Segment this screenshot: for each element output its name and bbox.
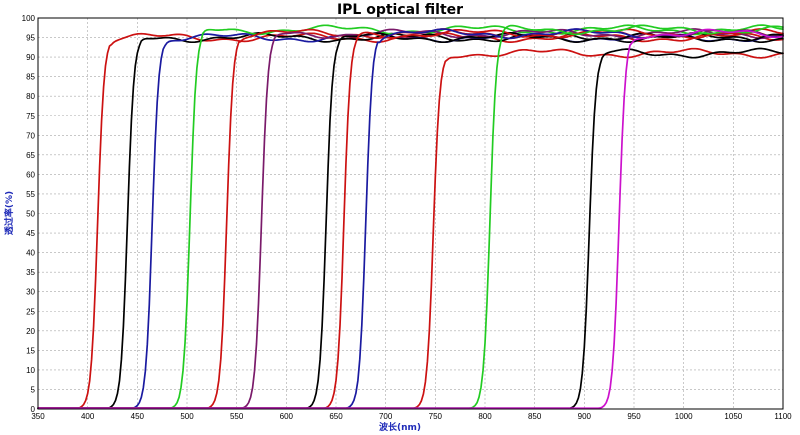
y-tick-label: 100	[22, 14, 36, 23]
x-axis-label: 波长(nm)	[379, 421, 421, 433]
grid	[37, 17, 784, 410]
series-line	[37, 24, 784, 410]
x-tick-label: 400	[81, 412, 95, 421]
series-line	[37, 28, 784, 410]
y-tick-label: 90	[26, 53, 35, 62]
y-tick-label: 60	[26, 170, 35, 179]
series-line	[37, 32, 784, 410]
y-tick-label: 55	[26, 190, 35, 199]
y-tick-label: 5	[31, 385, 36, 394]
y-axis-label: 透过率(%)	[3, 191, 15, 235]
y-tick-label: 80	[26, 92, 35, 101]
y-tick-label: 25	[26, 307, 35, 316]
y-tick-label: 50	[26, 210, 35, 219]
series-line	[37, 47, 784, 410]
series-line	[37, 24, 784, 410]
x-tick-label: 450	[131, 412, 145, 421]
x-tick-label: 950	[627, 412, 641, 421]
y-tick-label: 75	[26, 112, 35, 121]
y-tick-label: 35	[26, 268, 35, 277]
series-layer	[37, 24, 784, 410]
y-tick-label: 45	[26, 229, 35, 238]
x-tick-label: 650	[329, 412, 343, 421]
y-tick-label: 20	[26, 327, 35, 336]
series-line	[37, 28, 784, 410]
series-line	[37, 32, 784, 410]
y-tick-label: 70	[26, 131, 35, 140]
y-tick-label: 65	[26, 151, 35, 160]
y-tick-labels: 0 5 10 15 20 25 30 35 40 45 50 55 60 65 70 75 80 85 90 95 10…	[22, 14, 36, 414]
y-tick-label: 95	[26, 34, 35, 43]
series-line	[37, 32, 784, 410]
y-tick-label: 85	[26, 73, 35, 82]
x-tick-label: 750	[429, 412, 443, 421]
x-tick-label: 1050	[724, 412, 742, 421]
series-line	[37, 28, 784, 410]
x-tick-label: 800	[478, 412, 492, 421]
x-tick-label: 550	[230, 412, 244, 421]
x-tick-label: 900	[578, 412, 592, 421]
series-line	[37, 28, 784, 410]
series-line	[37, 47, 784, 410]
series-line	[37, 28, 784, 410]
y-tick-label: 40	[26, 249, 35, 258]
y-tick-label: 0	[31, 405, 36, 414]
chart-title: IPL optical filter	[337, 2, 463, 18]
x-tick-label: 600	[280, 412, 294, 421]
x-tick-label: 700	[379, 412, 393, 421]
x-tick-label: 1100	[774, 412, 792, 421]
plot-frame	[37, 17, 784, 410]
x-tick-label: 850	[528, 412, 542, 421]
y-tick-label: 15	[26, 346, 35, 355]
x-tick-label: 1000	[675, 412, 693, 421]
series-line	[37, 32, 784, 410]
y-tick-label: 30	[26, 288, 35, 297]
x-tick-labels: 350 400 450 500 550 600 650 700 750 800 850 900 950 1…	[31, 412, 792, 421]
x-tick-label: 350	[31, 412, 45, 421]
x-tick-label: 500	[180, 412, 194, 421]
y-tick-label: 10	[26, 366, 35, 375]
